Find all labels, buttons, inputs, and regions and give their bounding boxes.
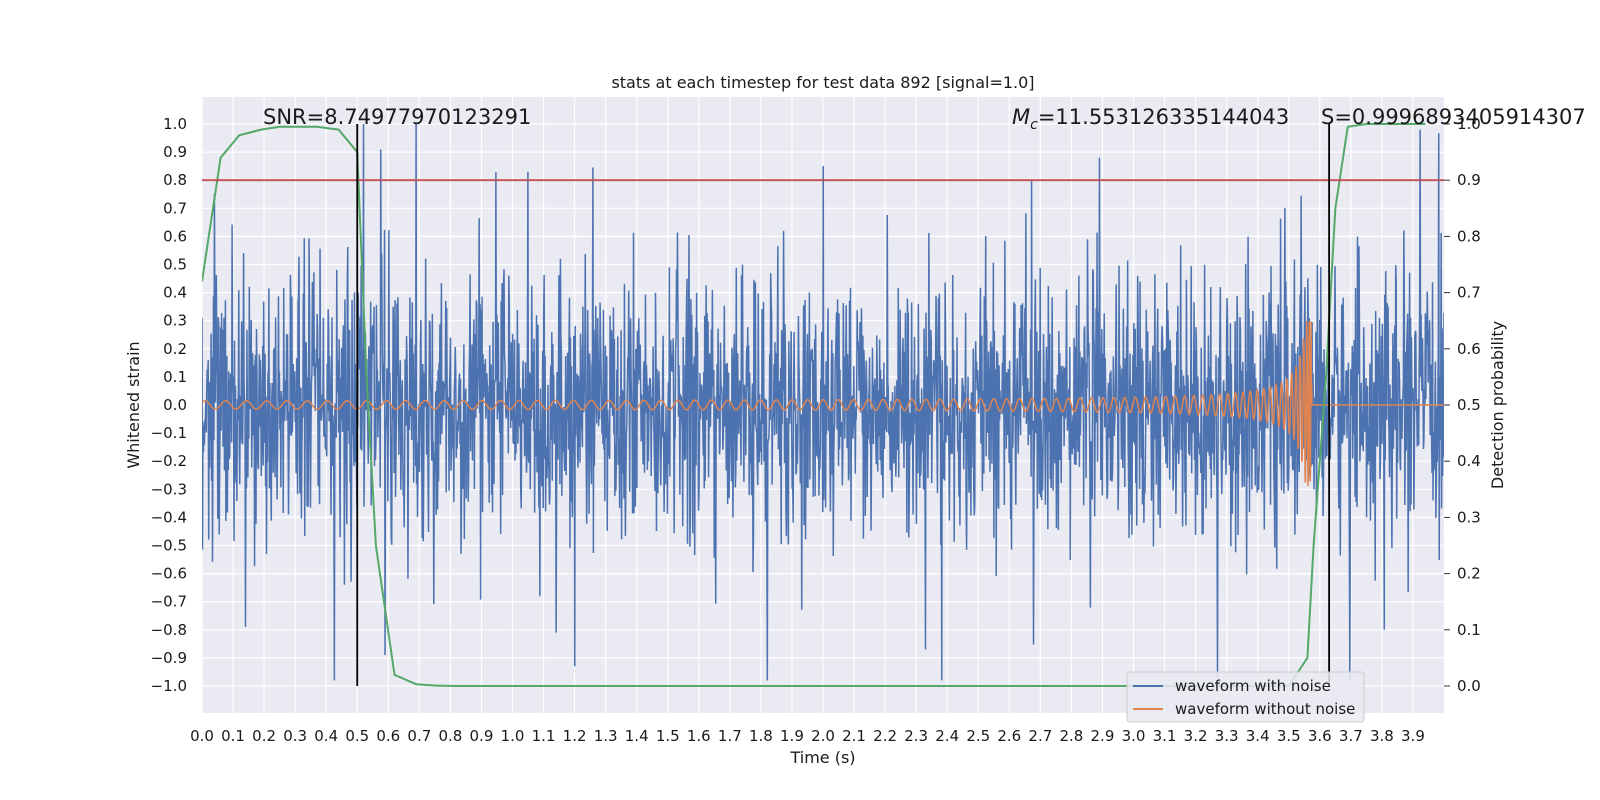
x-tick-label: 2.8	[1059, 727, 1083, 745]
y-left-tick-label: 0.5	[163, 256, 187, 274]
x-tick-label: 1.8	[749, 727, 773, 745]
y-left-tick-label: 0.6	[163, 227, 187, 245]
chirp-mass-subscript: c	[1030, 117, 1038, 133]
x-tick-labels: 0.0 0.1 0.2 0.3 0.4 0.5 0.6 0.7 0.8 0.9 1.0 1.1 1.2 1…	[190, 727, 1425, 745]
y-left-tick-label: −0.4	[151, 508, 187, 526]
x-tick-label: 0.9	[470, 727, 494, 745]
x-tick-label: 1.0	[501, 727, 525, 745]
y-right-tick-label: 0.0	[1457, 677, 1481, 695]
y-right-tick-label: 0.5	[1457, 396, 1481, 414]
x-tick-label: 1.5	[656, 727, 680, 745]
s-annotation: S=0.9996893405914307	[1321, 105, 1586, 129]
x-tick-label: 1.4	[625, 727, 649, 745]
x-tick-label: 3.5	[1277, 727, 1301, 745]
x-tick-label: 1.6	[687, 727, 711, 745]
x-tick-label: 1.2	[563, 727, 587, 745]
x-tick-label: 0.0	[190, 727, 214, 745]
x-tick-label: 0.1	[221, 727, 245, 745]
y-left-tick-label: 0.2	[163, 340, 187, 358]
y-left-tick-label: 0.9	[163, 143, 187, 161]
x-tick-label: 0.6	[376, 727, 400, 745]
y-left-tick-label: 1.0	[163, 115, 187, 133]
legend-label-chirp: waveform without noise	[1175, 700, 1355, 718]
noise-line	[202, 123, 1444, 681]
y-left-tick-label: 0.4	[163, 284, 187, 302]
y-right-tick-label: 0.4	[1457, 452, 1481, 470]
x-tick-label: 0.5	[345, 727, 369, 745]
y-right-tick-label: 0.1	[1457, 621, 1481, 639]
y-axis-label-left: Whitened strain	[124, 341, 143, 468]
x-tick-label: 0.7	[407, 727, 431, 745]
overlays	[202, 124, 1444, 686]
x-axis-label: Time (s)	[789, 748, 855, 767]
y-left-tick-label: −0.7	[151, 593, 187, 611]
y-right-tick-label: 0.8	[1457, 227, 1481, 245]
x-tick-label: 3.6	[1308, 727, 1332, 745]
y-right-tick-labels: 1.0 0.9 0.8 0.7 0.6 0.5 0.4 0.3 0.2 0.1 0.0	[1444, 115, 1481, 695]
chart-title: stats at each timestep for test data 892…	[611, 73, 1034, 92]
snr-annotation: SNR=8.74977970123291	[263, 105, 531, 129]
y-left-tick-label: −0.8	[151, 621, 187, 639]
x-tick-label: 2.6	[997, 727, 1021, 745]
series-waveform-with-noise	[202, 123, 1444, 681]
y-left-tick-label: 0.1	[163, 368, 187, 386]
y-left-tick-label: −0.2	[151, 452, 187, 470]
y-right-tick-label: 1.0	[1457, 115, 1481, 133]
x-tick-label: 3.7	[1339, 727, 1363, 745]
y-left-tick-label: −0.1	[151, 424, 187, 442]
x-tick-label: 2.1	[842, 727, 866, 745]
legend-box	[1126, 671, 1365, 723]
x-tick-label: 1.1	[532, 727, 556, 745]
y-left-tick-label: 0.3	[163, 312, 187, 330]
y-right-tick-label: 0.6	[1457, 340, 1481, 358]
y-right-tick-label: 0.2	[1457, 565, 1481, 583]
x-tick-label: 0.2	[252, 727, 276, 745]
y-left-tick-label: −0.6	[151, 565, 187, 583]
x-tick-label: 0.4	[314, 727, 338, 745]
y-left-tick-label: −0.5	[151, 537, 187, 555]
chirp-line	[202, 320, 1444, 487]
x-tick-label: 1.9	[780, 727, 804, 745]
x-tick-label: 1.7	[718, 727, 742, 745]
x-tick-label: 2.2	[873, 727, 897, 745]
x-tick-label: 1.3	[594, 727, 618, 745]
x-tick-label: 2.9	[1091, 727, 1115, 745]
series-waveform-without-noise	[202, 320, 1444, 487]
x-tick-label: 3.0	[1122, 727, 1146, 745]
x-tick-label: 3.1	[1153, 727, 1177, 745]
y-left-tick-label: −0.9	[151, 649, 187, 667]
x-tick-label: 2.0	[811, 727, 835, 745]
x-tick-label: 3.9	[1401, 727, 1425, 745]
y-axis-label-right: Detection probability	[1488, 321, 1507, 489]
chirp-mass-value: =11.553126335144043	[1038, 105, 1289, 129]
x-tick-label: 3.2	[1184, 727, 1208, 745]
x-tick-label: 3.4	[1246, 727, 1270, 745]
x-tick-label: 0.8	[438, 727, 462, 745]
x-tick-label: 3.3	[1215, 727, 1239, 745]
y-left-tick-label: −1.0	[151, 677, 187, 695]
chirp-mass-symbol: M	[1012, 105, 1030, 129]
y-left-tick-label: −0.3	[151, 480, 187, 498]
x-tick-label: 2.4	[935, 727, 959, 745]
chirp-mass-annotation: Mc=11.553126335144043	[1012, 105, 1289, 133]
y-left-tick-label: 0.8	[163, 171, 187, 189]
y-left-tick-label: 0.7	[163, 199, 187, 217]
probability-line	[202, 123, 1426, 687]
legend: waveform with noise waveform without noi…	[1126, 671, 1365, 723]
y-left-tick-labels: 1.0 0.9 0.8 0.7 0.6 0.5 0.4 0.3 0.2 0.1 0.0 −0.1 −0.…	[151, 115, 187, 695]
x-tick-label: 0.3	[283, 727, 307, 745]
series-detection-probability	[202, 123, 1426, 687]
x-tick-label: 3.8	[1370, 727, 1394, 745]
y-right-tick-label: 0.7	[1457, 284, 1481, 302]
x-tick-label: 2.3	[904, 727, 928, 745]
legend-label-noise: waveform with noise	[1175, 677, 1331, 695]
y-right-tick-label: 0.9	[1457, 171, 1481, 189]
x-tick-label: 2.5	[966, 727, 990, 745]
x-tick-label: 2.7	[1028, 727, 1052, 745]
y-left-tick-label: 0.0	[163, 396, 187, 414]
y-right-tick-label: 0.3	[1457, 508, 1481, 526]
